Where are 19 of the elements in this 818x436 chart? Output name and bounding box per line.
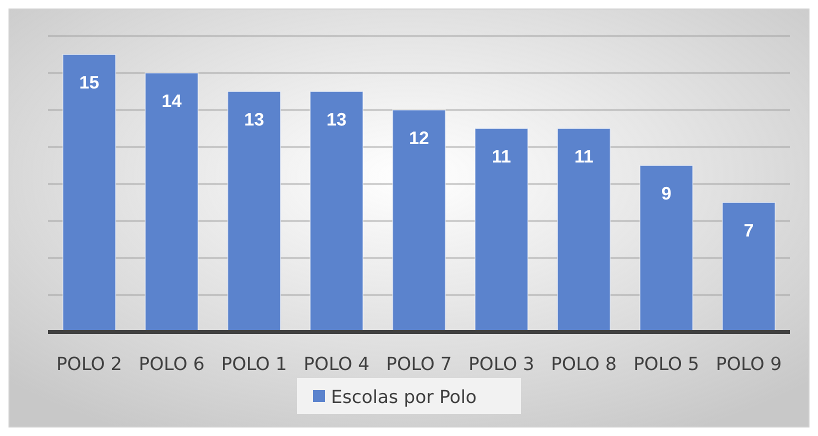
x-tick-label: POLO 3	[468, 354, 534, 375]
data-label: 12	[408, 128, 430, 148]
data-label: 14	[162, 91, 182, 111]
x-tick-label: POLO 2	[56, 354, 122, 375]
text: Escolas por Polo	[331, 387, 477, 408]
data-label: 13	[326, 110, 347, 130]
x-tick-label: POLO 6	[138, 354, 205, 375]
x-tick-label: POLO 5	[633, 354, 700, 375]
data-label: 13	[244, 110, 264, 130]
x-tick-label: POLO 9	[716, 354, 782, 375]
data-label: 7	[744, 220, 754, 240]
x-tick-label: POLO 8	[551, 354, 617, 375]
x-tick-label: POLO 7	[386, 354, 452, 375]
data-label: 11	[492, 146, 511, 166]
x-tick-label: POLO 4	[304, 354, 370, 375]
data-label: 9	[661, 184, 672, 204]
data-label: 11	[574, 146, 594, 166]
x-tick-label: POLO 1	[221, 354, 287, 375]
data-label: 15	[79, 72, 100, 92]
